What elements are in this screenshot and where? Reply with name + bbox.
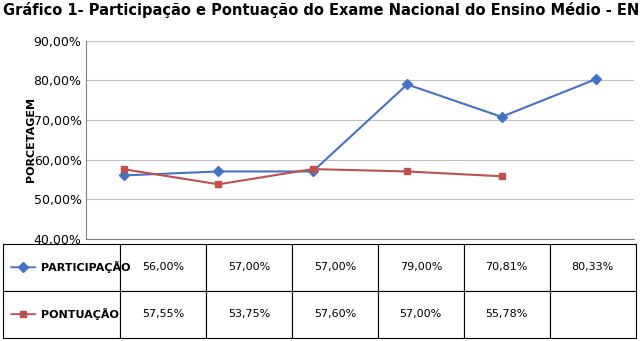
Bar: [3, 244, 120, 291]
Y-axis label: PORCETAGEM: PORCETAGEM: [26, 97, 36, 182]
PARTICIPAÇÃO: [592, 77, 600, 81]
PONTUAÇÃO: [403, 169, 411, 174]
PONTUAÇÃO: [498, 174, 506, 178]
Text: 53,75%: 53,75%: [228, 309, 270, 319]
Text: 57,60%: 57,60%: [314, 309, 356, 319]
PARTICIPAÇÃO: [403, 83, 411, 87]
Text: 56,00%: 56,00%: [142, 262, 184, 272]
Bar: [464, 244, 550, 291]
Bar: [206, 291, 292, 338]
Bar: [120, 244, 206, 291]
Text: 70,81%: 70,81%: [486, 262, 528, 272]
Text: 57,00%: 57,00%: [228, 262, 270, 272]
Bar: [292, 291, 378, 338]
Bar: [206, 244, 292, 291]
Bar: [464, 291, 550, 338]
Text: PONTUAÇÃO: PONTUAÇÃO: [41, 308, 119, 320]
Bar: [378, 244, 464, 291]
PARTICIPAÇÃO: [309, 169, 317, 174]
Line: PARTICIPAÇÃO: PARTICIPAÇÃO: [121, 76, 599, 179]
PONTUAÇÃO: [309, 167, 317, 171]
Bar: [550, 244, 636, 291]
Text: 80,33%: 80,33%: [572, 262, 614, 272]
Line: PONTUAÇÃO: PONTUAÇÃO: [121, 166, 505, 188]
PARTICIPAÇÃO: [498, 115, 506, 119]
Bar: [550, 291, 636, 338]
PARTICIPAÇÃO: [120, 173, 128, 177]
Text: PARTICIPAÇÃO: PARTICIPAÇÃO: [41, 261, 131, 273]
PONTUAÇÃO: [120, 167, 128, 171]
PARTICIPAÇÃO: [214, 169, 222, 174]
Text: 57,00%: 57,00%: [314, 262, 356, 272]
Bar: [3, 291, 120, 338]
Bar: [292, 244, 378, 291]
Bar: [120, 291, 206, 338]
Bar: [378, 291, 464, 338]
PONTUAÇÃO: [214, 182, 222, 186]
Text: 79,00%: 79,00%: [399, 262, 442, 272]
Text: 55,78%: 55,78%: [486, 309, 528, 319]
Text: 57,55%: 57,55%: [142, 309, 184, 319]
Text: Gráfico 1- Participação e Pontuação do Exame Nacional do Ensino Médio - ENEM: Gráfico 1- Participação e Pontuação do E…: [3, 2, 640, 18]
Text: 57,00%: 57,00%: [399, 309, 442, 319]
